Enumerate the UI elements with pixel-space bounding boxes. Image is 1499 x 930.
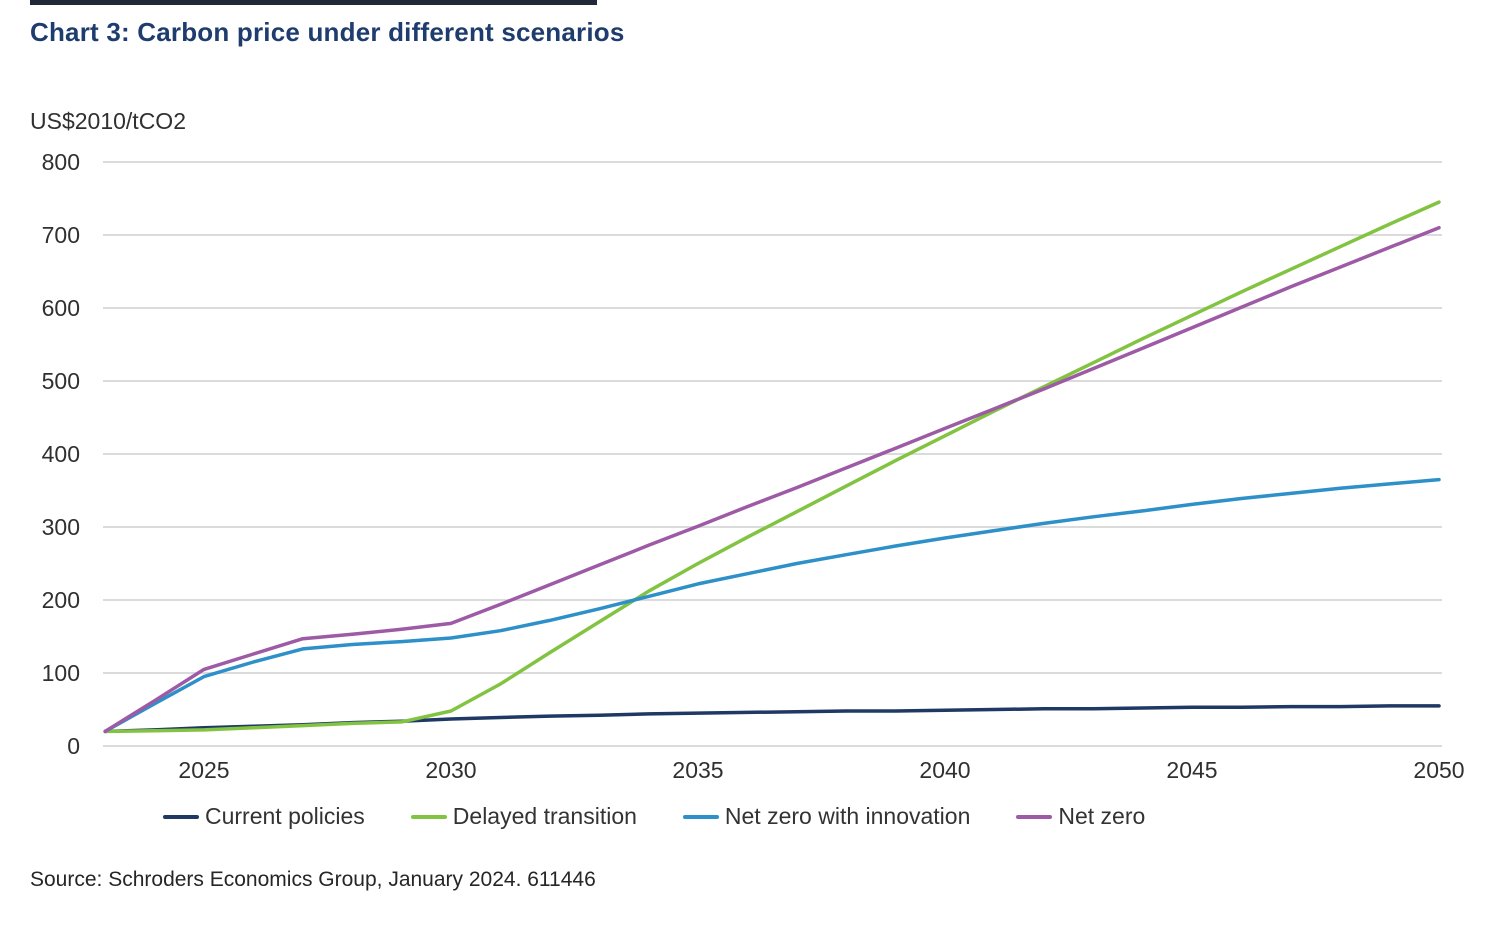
- x-tick-label-2045: 2045: [1166, 757, 1218, 783]
- y-axis-unit-label: US$2010/tCO2: [30, 108, 186, 134]
- y-tick-label-200: 200: [41, 587, 80, 613]
- y-tick-label-300: 300: [41, 514, 80, 540]
- x-tick-label-2025: 2025: [178, 757, 230, 783]
- legend-item-net-zero-with-innovation: Net zero with innovation: [682, 803, 971, 830]
- legend-label: Net zero: [1058, 803, 1146, 829]
- source-note: Source: Schroders Economics Group, Janua…: [30, 868, 596, 891]
- legend-label: Net zero with innovation: [724, 803, 971, 829]
- legend-item-net-zero: Net zero: [1016, 803, 1145, 830]
- y-tick-label-400: 400: [41, 441, 80, 467]
- y-tick-label-100: 100: [41, 660, 80, 686]
- legend-swatch-icon: [682, 814, 719, 819]
- chart-legend: Current policies Delayed transition Net ze…: [163, 803, 1145, 830]
- x-tick-label-2050: 2050: [1413, 757, 1465, 783]
- series-line-delayed-transition: [103, 200, 1441, 734]
- series-line-net-zero-with-innovation: [103, 477, 1441, 734]
- y-tick-label-500: 500: [41, 368, 80, 394]
- chart-title: Chart 3: Carbon price under different sc…: [30, 17, 625, 47]
- series-line-net-zero: [103, 225, 1441, 734]
- x-tick-label-2035: 2035: [672, 757, 724, 783]
- legend-item-delayed-transition: Delayed transition: [410, 803, 637, 830]
- y-tick-label-600: 600: [41, 295, 80, 321]
- series-line-current-policies: [103, 704, 1441, 734]
- x-tick-label-2040: 2040: [919, 757, 971, 783]
- y-tick-label-0: 0: [67, 733, 80, 759]
- line-chart-canvas: [103, 161, 1442, 747]
- legend-label: Delayed transition: [452, 803, 637, 829]
- y-tick-label-800: 800: [41, 149, 80, 175]
- legend-label: Current policies: [205, 803, 365, 829]
- top-accent-bar: [30, 0, 597, 5]
- x-tick-label-2030: 2030: [425, 757, 477, 783]
- legend-swatch-icon: [1016, 814, 1053, 819]
- legend-swatch-icon: [410, 814, 447, 819]
- legend-swatch-icon: [163, 814, 199, 819]
- legend-item-current-policies: Current policies: [163, 803, 365, 830]
- y-tick-label-700: 700: [41, 222, 80, 248]
